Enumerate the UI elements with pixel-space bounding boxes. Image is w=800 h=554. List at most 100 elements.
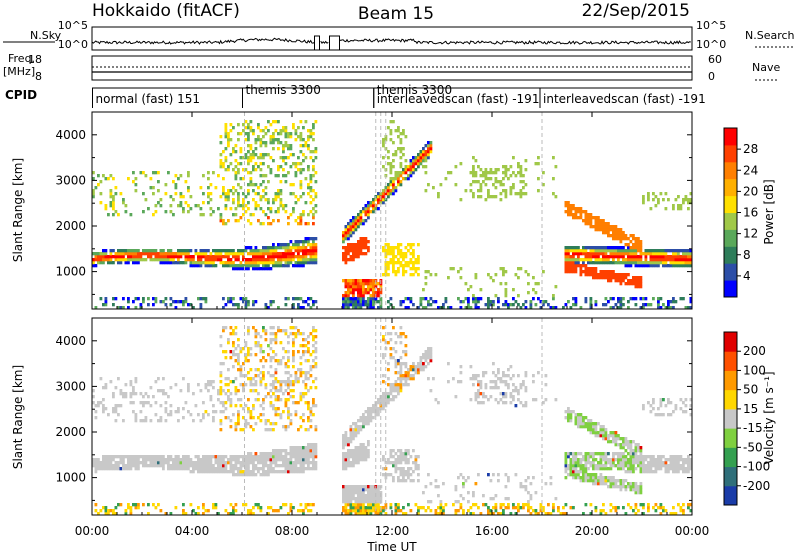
heatmap-cell <box>312 168 315 172</box>
heatmap-cell <box>352 243 355 247</box>
heatmap-cell <box>424 359 428 363</box>
heatmap-cell <box>404 473 408 477</box>
heatmap-cell <box>189 458 193 462</box>
heatmap-cell <box>359 458 363 462</box>
heatmap-cell <box>389 461 393 465</box>
heatmap-cell <box>412 303 415 307</box>
heatmap-cell <box>207 458 210 462</box>
heatmap-cell <box>304 300 308 304</box>
heatmap-cell <box>579 470 583 474</box>
heatmap-cell <box>302 470 305 474</box>
heatmap-cell <box>387 189 390 193</box>
heatmap-cell <box>227 398 230 402</box>
heatmap-cell <box>552 297 555 301</box>
heatmap-cell <box>219 162 223 166</box>
heatmap-cell <box>369 297 373 301</box>
heatmap-cell <box>617 297 620 301</box>
heatmap-cell <box>302 210 305 214</box>
heatmap-cell <box>624 470 628 474</box>
heatmap-cell <box>347 291 350 295</box>
heatmap-cell <box>122 255 125 259</box>
heatmap-cell <box>312 326 315 330</box>
heatmap-cell <box>217 455 220 459</box>
heatmap-cell <box>372 497 375 501</box>
heatmap-cell <box>644 258 648 262</box>
heatmap-cell <box>532 276 535 280</box>
heatmap-cell <box>342 464 345 468</box>
heatmap-cell <box>287 222 290 226</box>
heatmap-cell <box>474 297 478 301</box>
heatmap-cell <box>114 464 118 468</box>
heatmap-cell <box>134 461 138 465</box>
heatmap-cell <box>239 428 243 432</box>
heatmap-cell <box>494 506 498 510</box>
heatmap-cell <box>237 416 240 420</box>
heatmap-cell <box>302 240 305 244</box>
heatmap-cell <box>112 261 115 265</box>
heatmap-cell <box>429 147 433 151</box>
heatmap-cell <box>584 473 588 477</box>
heatmap-cell <box>354 288 358 292</box>
heatmap-cell <box>567 213 570 217</box>
heatmap-cell <box>312 446 315 450</box>
heatmap-cell <box>619 437 623 441</box>
heatmap-cell <box>257 506 260 510</box>
heatmap-cell <box>519 306 523 310</box>
heatmap-cell <box>292 162 295 166</box>
heatmap-cell <box>412 162 415 166</box>
heatmap-cell <box>654 249 658 253</box>
heatmap-cell <box>482 371 485 375</box>
heatmap-cell <box>352 306 355 310</box>
heatmap-cell <box>622 237 625 241</box>
heatmap-cell <box>244 344 248 348</box>
heatmap-cell <box>627 261 630 265</box>
heatmap-cell <box>354 503 358 507</box>
heatmap-cell <box>392 246 395 250</box>
heatmap-cell <box>367 297 370 301</box>
heatmap-cell <box>482 392 485 396</box>
heatmap-cell <box>407 371 410 375</box>
heatmap-cell <box>392 464 395 468</box>
heatmap-cell <box>634 303 638 307</box>
heatmap-cell <box>102 303 105 307</box>
heatmap-cell <box>287 135 290 139</box>
heatmap-cell <box>492 506 495 510</box>
heatmap-cell <box>154 204 158 208</box>
heatmap-cell <box>504 294 508 298</box>
heatmap-cell <box>362 494 365 498</box>
heatmap-cell <box>222 458 225 462</box>
heatmap-cell <box>392 141 395 145</box>
heatmap-cell <box>302 446 305 450</box>
heatmap-cell <box>434 485 438 489</box>
heatmap-cell <box>517 398 520 402</box>
heatmap-cell <box>579 207 583 211</box>
heatmap-cell <box>314 362 318 366</box>
heatmap-cell <box>367 491 370 495</box>
heatmap-cell <box>467 491 470 495</box>
heatmap-cell <box>477 195 480 199</box>
heatmap-cell <box>217 252 220 256</box>
heatmap-cell <box>402 132 405 136</box>
heatmap-cell <box>524 479 528 483</box>
heatmap-cell <box>347 297 350 301</box>
heatmap-cell <box>237 422 240 426</box>
heatmap-cell <box>272 422 275 426</box>
heatmap-cell <box>227 458 230 462</box>
heatmap-cell <box>257 264 260 268</box>
heatmap-cell <box>594 464 598 468</box>
heatmap-cell <box>534 282 538 286</box>
heatmap-cell <box>404 512 408 516</box>
heatmap-cell <box>279 258 283 262</box>
heatmap-cell <box>342 446 345 450</box>
heatmap-cell <box>599 458 603 462</box>
heatmap-cell <box>154 401 158 405</box>
heatmap-cell <box>467 306 470 310</box>
heatmap-cell <box>489 168 493 172</box>
heatmap-cell <box>262 153 265 157</box>
heatmap-cell <box>364 291 368 295</box>
heatmap-cell <box>314 171 318 175</box>
heatmap-cell <box>404 264 408 268</box>
heatmap-cell <box>617 434 620 438</box>
heatmap-cell <box>372 297 375 301</box>
heatmap-cell <box>142 210 145 214</box>
